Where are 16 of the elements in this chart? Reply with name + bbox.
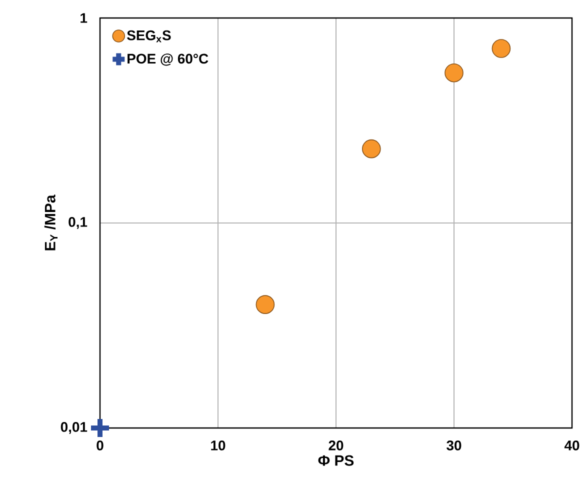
legend-label: SEG$_{x}$S xyxy=(127,30,171,42)
point xyxy=(492,39,511,58)
x-tick-label: 0 xyxy=(96,440,104,450)
x-tick-label: 10 xyxy=(211,440,226,450)
y-axis-title: E$_{Y}$ /MPa xyxy=(44,194,58,250)
x-tick-label: 20 xyxy=(328,440,344,450)
y-tick-label: 1 xyxy=(80,13,88,23)
x-tick-label: 30 xyxy=(446,440,462,450)
y-tick-label: 0,1 xyxy=(68,217,88,229)
legend-label: POE @ 60°C xyxy=(128,54,208,66)
point xyxy=(256,295,275,314)
x-tick-label: 40 xyxy=(564,440,580,450)
x-axis-title: Φ PS xyxy=(318,455,354,466)
point xyxy=(362,139,381,158)
y-tick-label: 0,01 xyxy=(60,422,88,434)
point xyxy=(444,63,464,82)
